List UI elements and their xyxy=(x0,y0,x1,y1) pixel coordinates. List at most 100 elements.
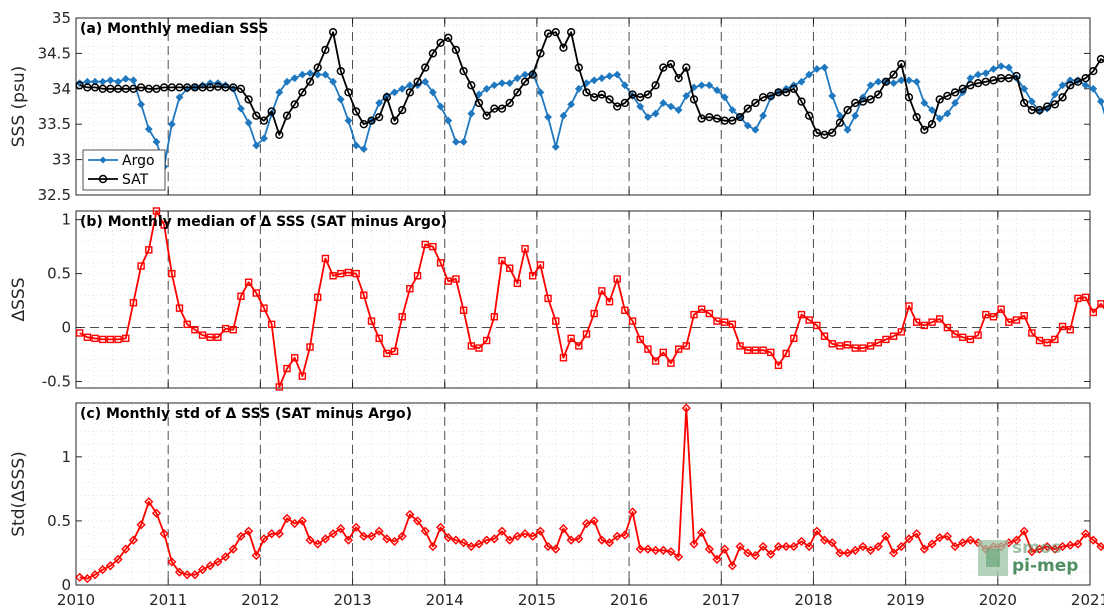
data-point xyxy=(444,33,453,42)
data-point xyxy=(159,529,169,539)
data-point xyxy=(413,272,422,280)
data-point xyxy=(183,83,192,92)
data-point xyxy=(498,256,506,265)
data-point xyxy=(1073,539,1083,549)
panel-c: 0 0.5 1 2010 2011 2012 2013 2014 2015 2016 2017 201… xyxy=(9,402,1104,609)
data-point xyxy=(697,81,706,90)
data-point xyxy=(1073,77,1083,86)
data-point xyxy=(375,334,383,343)
data-point xyxy=(758,541,768,552)
data-point xyxy=(736,342,744,350)
data-point xyxy=(129,84,138,93)
data-point xyxy=(451,45,461,55)
data-point xyxy=(628,317,637,325)
data-point xyxy=(1050,544,1060,554)
data-point xyxy=(812,128,821,137)
data-point xyxy=(605,95,614,104)
data-point xyxy=(405,88,415,97)
y-tick-label: 0.5 xyxy=(47,265,71,283)
data-point xyxy=(905,302,913,310)
data-point xyxy=(842,548,853,558)
data-point xyxy=(520,77,530,86)
data-point xyxy=(774,88,783,97)
data-point xyxy=(912,529,922,539)
data-point xyxy=(252,141,261,150)
series-line-sat xyxy=(79,31,1104,136)
data-point xyxy=(758,93,768,102)
data-point xyxy=(174,567,185,577)
data-point xyxy=(160,221,168,229)
data-point xyxy=(482,336,491,345)
data-point xyxy=(905,76,913,85)
data-point xyxy=(1074,294,1082,303)
data-point xyxy=(567,100,576,109)
data-point xyxy=(221,83,230,92)
data-point xyxy=(351,107,361,116)
data-point xyxy=(428,541,438,552)
data-point xyxy=(966,81,975,90)
data-point xyxy=(98,84,107,93)
data-point xyxy=(735,541,745,552)
data-point xyxy=(1050,100,1060,109)
x-tick-label: 2016 xyxy=(610,591,648,609)
data-point xyxy=(851,344,859,352)
data-point xyxy=(843,341,852,349)
data-point xyxy=(882,335,890,344)
data-point xyxy=(928,318,936,326)
data-point xyxy=(205,561,215,571)
data-point xyxy=(106,84,115,93)
y-tick-label: 35 xyxy=(52,9,71,27)
data-point xyxy=(298,88,307,97)
data-point xyxy=(674,106,683,114)
x-tick-label: 2015 xyxy=(518,591,556,609)
data-point xyxy=(974,331,982,339)
data-point xyxy=(1011,535,1022,545)
data-point xyxy=(897,76,906,85)
data-point xyxy=(490,313,499,321)
data-point xyxy=(475,344,483,352)
data-point xyxy=(359,120,368,129)
data-point xyxy=(544,294,552,303)
data-point xyxy=(520,529,530,539)
data-point xyxy=(951,330,959,338)
data-point xyxy=(651,81,660,90)
data-point xyxy=(973,78,983,88)
data-point xyxy=(413,77,422,86)
data-point xyxy=(105,561,115,571)
data-point xyxy=(151,508,162,518)
data-point xyxy=(743,548,753,558)
logo-line-1: smos xyxy=(1012,538,1062,558)
data-point xyxy=(551,28,560,37)
data-point xyxy=(405,81,414,90)
data-point xyxy=(897,328,906,336)
y-tick-label: 1 xyxy=(61,211,71,229)
data-point xyxy=(813,321,821,330)
data-point xyxy=(435,522,446,532)
data-point xyxy=(306,343,314,351)
axes-frame xyxy=(75,210,1091,389)
data-point xyxy=(820,130,829,139)
data-point xyxy=(805,111,814,120)
data-point xyxy=(713,317,721,325)
data-point xyxy=(559,354,568,362)
data-point xyxy=(290,100,299,109)
data-point xyxy=(959,333,967,341)
data-point xyxy=(175,304,184,312)
data-point xyxy=(1027,97,1036,106)
data-point xyxy=(444,277,452,285)
data-point xyxy=(152,207,161,215)
data-point xyxy=(129,299,138,307)
data-point xyxy=(328,529,338,539)
data-point xyxy=(236,84,246,93)
data-point xyxy=(398,105,407,115)
data-point xyxy=(1034,544,1045,554)
data-point xyxy=(168,269,176,278)
panel-a: 32.5 33 33.5 34 34.5 35 SSS (psu) (a) Monthly m… xyxy=(9,9,1104,204)
data-point xyxy=(136,83,146,92)
data-point xyxy=(712,554,722,564)
data-point xyxy=(567,334,575,343)
data-point xyxy=(790,334,798,343)
data-point xyxy=(574,534,584,544)
data-point xyxy=(535,526,546,536)
data-point xyxy=(575,342,583,350)
